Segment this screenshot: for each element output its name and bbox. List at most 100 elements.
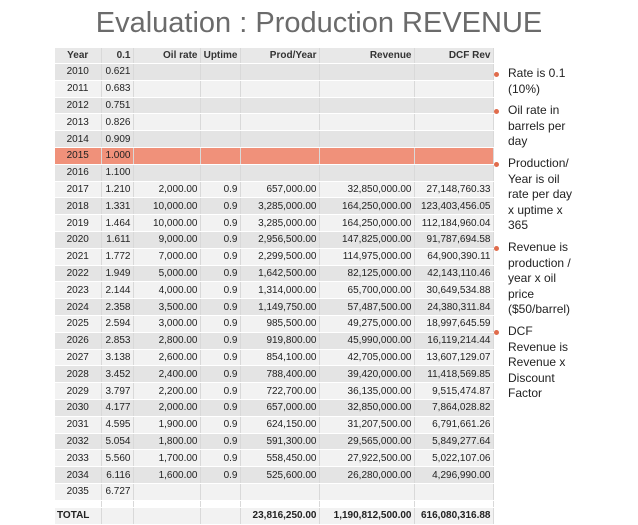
cell-dcf-rev <box>414 113 494 132</box>
bullet-item: Oil rate in barrels per day <box>494 103 579 150</box>
cell-rate: 1.210 <box>101 181 134 199</box>
cell-dcf-rev: 6,791,661.26 <box>414 416 494 434</box>
cell-prod-year <box>240 164 320 182</box>
cell-dcf-rev <box>414 130 494 148</box>
cell-dcf-rev: 5,849,277.64 <box>414 433 494 451</box>
cell-oil-rate: 4,000.00 <box>133 281 201 300</box>
cell-dcf-rev: 24,380,311.84 <box>414 298 494 316</box>
table-row: 2012 0.751 <box>55 97 494 115</box>
cell-oil-rate: 2,200.00 <box>133 382 201 400</box>
cell-year: 2014 <box>55 130 102 148</box>
cell-year: 2024 <box>55 298 102 316</box>
table-row: 2022 1.949 5,000.00 0.9 1,642,500.00 82,125,0… <box>55 265 494 283</box>
cell-revenue: 27,922,500.00 <box>319 449 415 468</box>
bullet-dot-icon <box>494 245 499 251</box>
cell-prod-year: 2,299,500.00 <box>240 248 320 266</box>
table-row: 2024 2.358 3,500.00 0.9 1,149,750.00 57,487,5… <box>55 298 494 316</box>
table-row: 2026 2.853 2,800.00 0.9 919,800.00 45,990,000… <box>55 332 494 350</box>
cell-prod-year: 525,600.00 <box>240 466 320 484</box>
cell-dcf-rev: 30,649,534.88 <box>414 281 494 300</box>
cell-uptime: 0.9 <box>200 315 241 333</box>
table-row: 2011 0.683 <box>55 80 494 98</box>
cell-uptime: 0.9 <box>200 281 241 300</box>
table-row: 2031 4.595 1,900.00 0.9 624,150.00 31,207,500… <box>55 416 494 434</box>
cell-oil-rate: 7,000.00 <box>133 248 201 266</box>
cell-dcf-rev <box>414 483 494 501</box>
cell-revenue <box>319 80 415 98</box>
cell-prod-year <box>240 130 320 148</box>
bullet-item: Revenue is production / year x oil price… <box>494 240 579 318</box>
cell-prod-year <box>240 483 320 501</box>
cell-uptime <box>200 130 241 148</box>
cell-revenue: 39,420,000.00 <box>319 365 415 384</box>
cell-prod-year: 3,285,000.00 <box>240 197 320 216</box>
cell-rate: 1.331 <box>101 197 134 216</box>
bullet-text: DCF Revenue is Revenue x Discount Factor <box>508 323 569 401</box>
cell-revenue <box>319 63 415 81</box>
header-oil-rate: Oil rate <box>133 48 201 64</box>
cell-dcf-rev <box>414 164 494 182</box>
cell-oil-rate: 3,000.00 <box>133 315 201 333</box>
cell-revenue <box>319 130 415 148</box>
total-cell-oil-rate <box>133 507 201 525</box>
cell-oil-rate <box>133 164 201 182</box>
cell-oil-rate: 3,500.00 <box>133 298 201 316</box>
cell-rate: 3.797 <box>101 382 134 400</box>
cell-prod-year: 722,700.00 <box>240 382 320 400</box>
cell-oil-rate: 5,000.00 <box>133 265 201 283</box>
cell-oil-rate <box>133 130 201 148</box>
cell-revenue: 31,207,500.00 <box>319 416 415 434</box>
table-row: 2029 3.797 2,200.00 0.9 722,700.00 36,135,000… <box>55 382 494 400</box>
cell-uptime <box>200 147 241 165</box>
cell-year: 2023 <box>55 281 102 300</box>
cell-oil-rate: 2,000.00 <box>133 399 201 417</box>
table-row: 2023 2.144 4,000.00 0.9 1,314,000.00 65,700,0… <box>55 281 494 300</box>
cell-uptime: 0.9 <box>200 349 241 367</box>
total-cell-revenue: 1,190,812,500.00 <box>319 507 415 525</box>
total-cell-year: TOTAL <box>55 507 102 525</box>
table-row: 2032 5.054 1,800.00 0.9 591,300.00 29,565,000… <box>55 433 494 451</box>
cell-dcf-rev: 11,418,569.85 <box>414 365 494 384</box>
cell-prod-year: 1,314,000.00 <box>240 281 320 300</box>
cell-year: 2027 <box>55 349 102 367</box>
cell-year: 2029 <box>55 382 102 400</box>
cell-rate: 0.826 <box>101 113 134 132</box>
table-row: 2021 1.772 7,000.00 0.9 2,299,500.00 114,975,… <box>55 248 494 266</box>
cell-prod-year: 854,100.00 <box>240 349 320 367</box>
cell-oil-rate <box>133 63 201 81</box>
cell-uptime <box>200 483 241 501</box>
cell-oil-rate <box>133 80 201 98</box>
cell-year: 2016 <box>55 164 102 182</box>
bullet-item: Rate is 0.1 (10%) <box>494 66 579 97</box>
cell-uptime: 0.9 <box>200 466 241 484</box>
cell-dcf-rev: 13,607,129.07 <box>414 349 494 367</box>
cell-oil-rate: 1,700.00 <box>133 449 201 468</box>
total-cell-uptime <box>200 507 241 525</box>
cell-revenue: 147,825,000.00 <box>319 231 415 249</box>
cell-rate: 4.595 <box>101 416 134 434</box>
revenue-table: Year 0.1 Oil rate Uptime Prod/Year Reven… <box>55 48 494 525</box>
cell-uptime: 0.9 <box>200 399 241 417</box>
cell-rate: 2.144 <box>101 281 134 300</box>
cell-uptime <box>200 113 241 132</box>
cell-oil-rate: 2,400.00 <box>133 365 201 384</box>
table-row: 2014 0.909 <box>55 130 494 148</box>
total-cell-rate <box>101 507 134 525</box>
cell-revenue: 49,275,000.00 <box>319 315 415 333</box>
table-header-row: Year 0.1 Oil rate Uptime Prod/Year Reven… <box>55 48 494 64</box>
cell-oil-rate: 9,000.00 <box>133 231 201 249</box>
spacer-row <box>55 500 494 508</box>
cell-rate: 0.909 <box>101 130 134 148</box>
total-cell-dcf-rev: 616,080,316.88 <box>414 507 494 525</box>
bullet-dot-icon <box>494 329 499 335</box>
cell-year: 2010 <box>55 63 102 81</box>
cell-year: 2020 <box>55 231 102 249</box>
cell-revenue: 164,250,000.00 <box>319 214 415 232</box>
cell-rate: 1.464 <box>101 214 134 232</box>
cell-prod-year: 591,300.00 <box>240 433 320 451</box>
cell-dcf-rev: 5,022,107.06 <box>414 449 494 468</box>
bullet-item: DCF Revenue is Revenue x Discount Factor <box>494 324 579 402</box>
cell-uptime: 0.9 <box>200 214 241 232</box>
cell-year: 2025 <box>55 315 102 333</box>
cell-year: 2015 <box>55 147 102 165</box>
